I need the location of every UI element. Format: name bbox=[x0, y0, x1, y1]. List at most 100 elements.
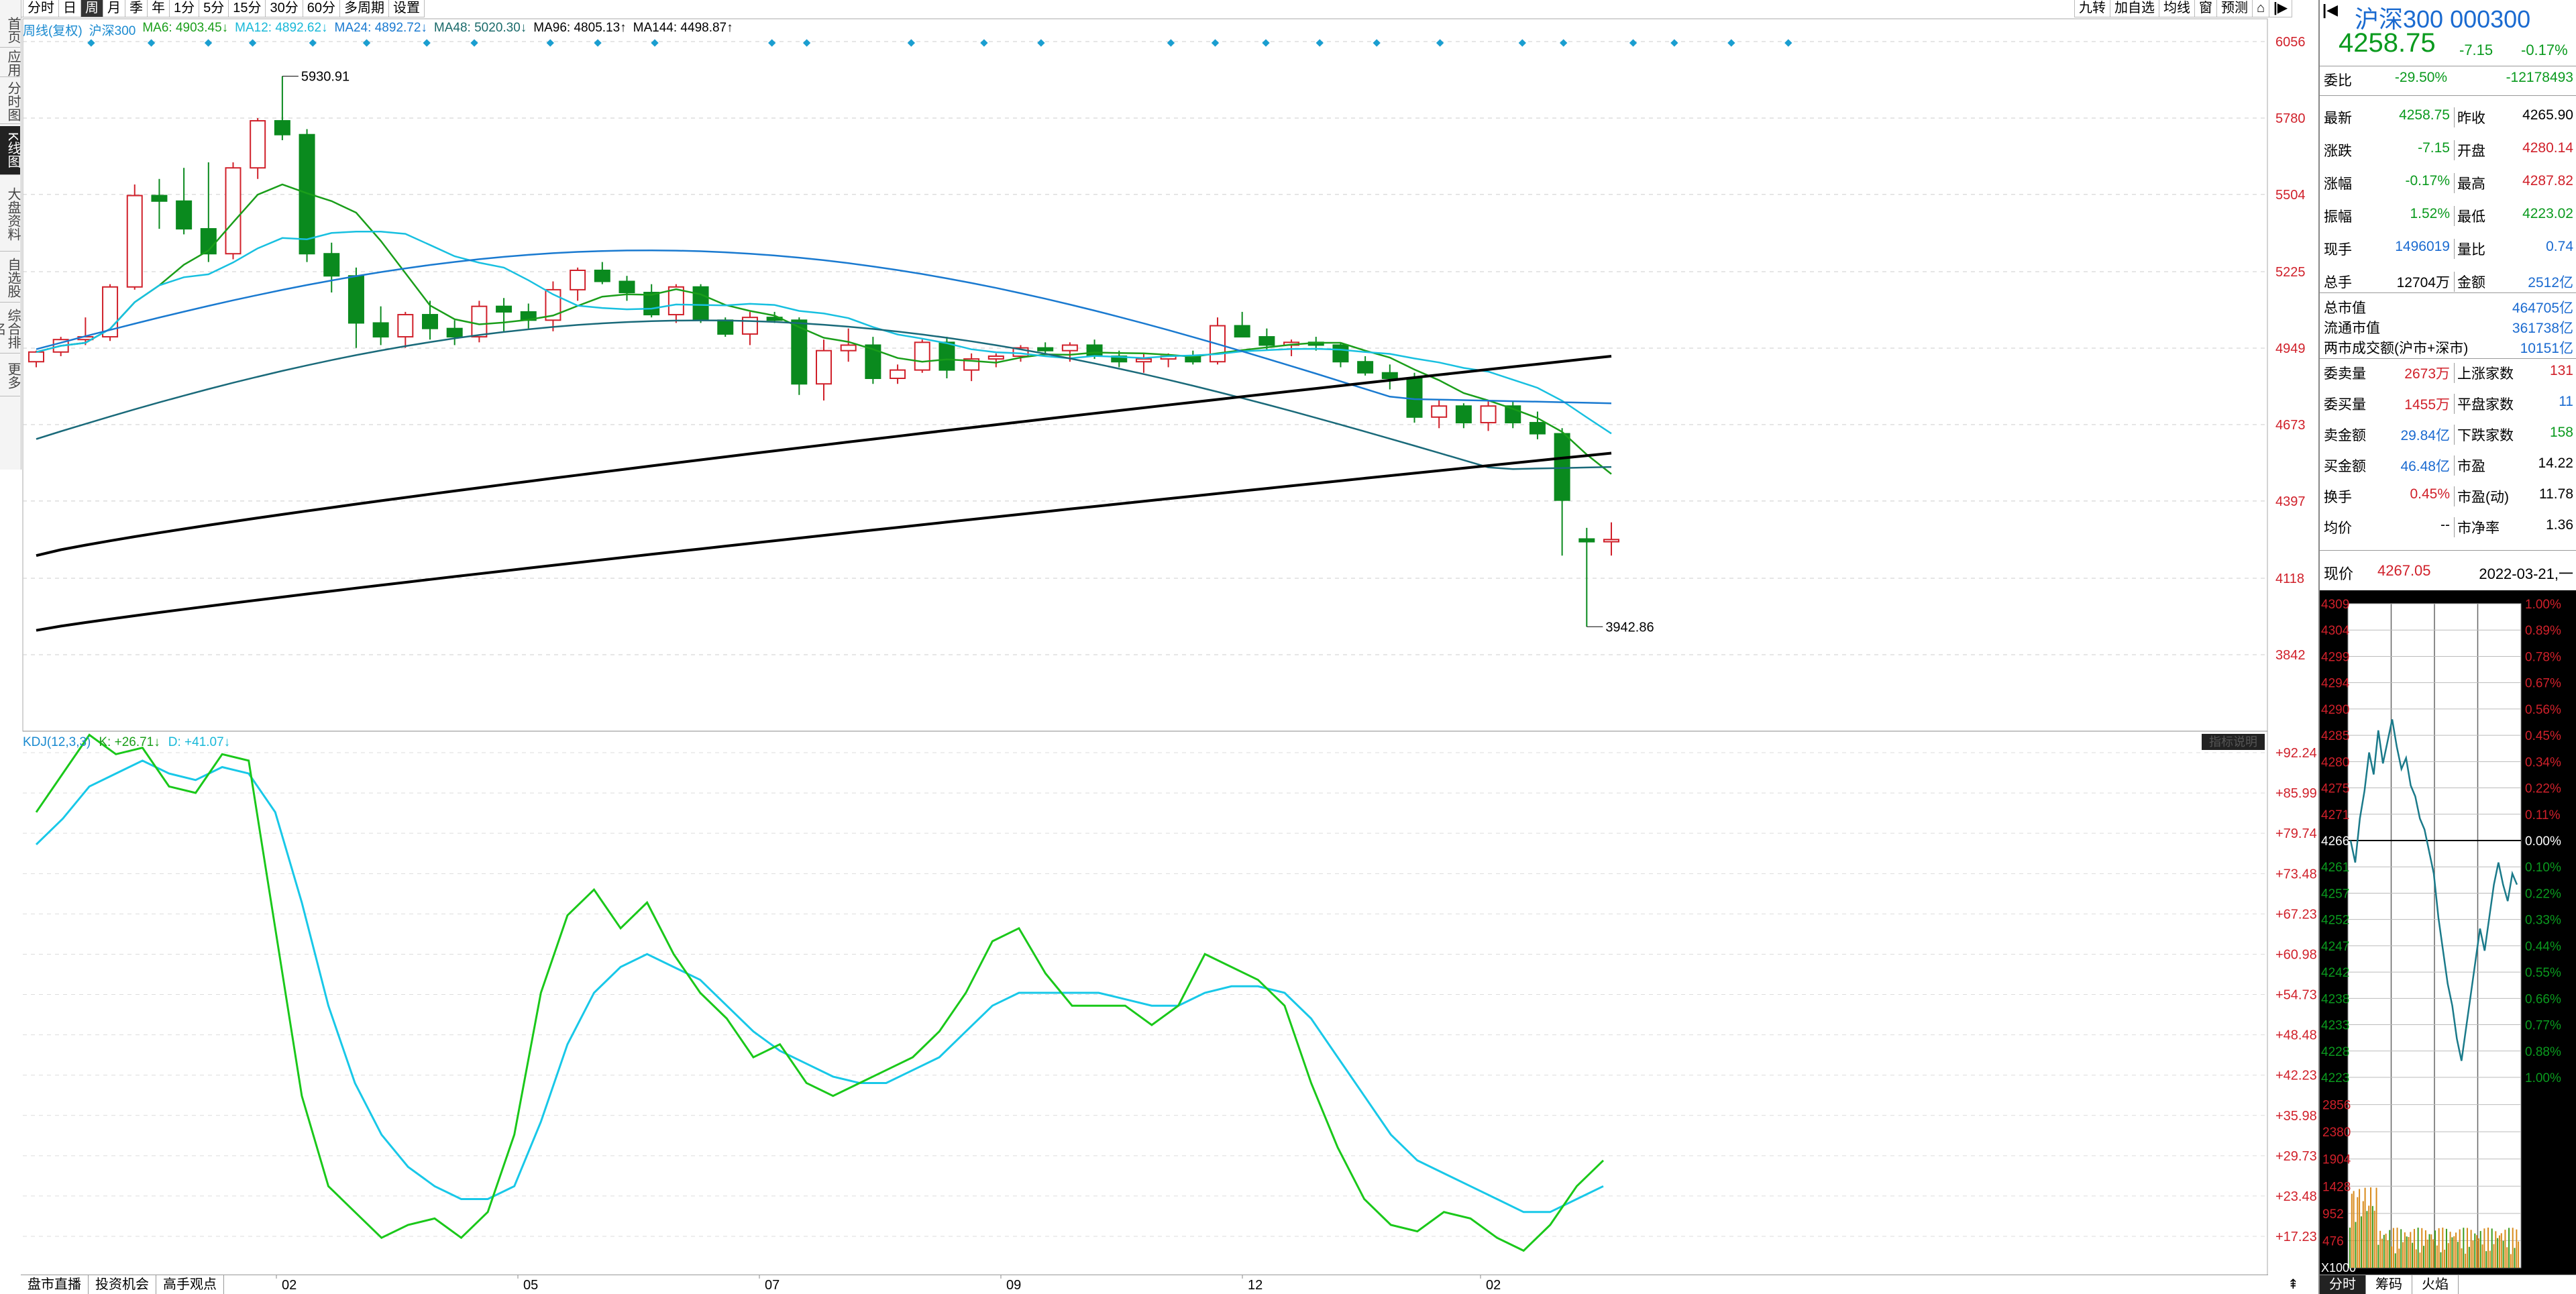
x-axis-label: 02 bbox=[1486, 1278, 1501, 1293]
price-axis-label: 5225 bbox=[2275, 265, 2306, 280]
expand-right-icon[interactable]: |▶ bbox=[2269, 0, 2293, 17]
quote-label: 开盘 bbox=[2457, 144, 2485, 159]
quote-label: 最低 bbox=[2457, 209, 2485, 225]
candle-down bbox=[1406, 377, 1423, 418]
volume-bar bbox=[2421, 1228, 2423, 1268]
quote2-value: -- bbox=[2376, 517, 2455, 537]
sidebar-tab-6[interactable]: 综合排名 bbox=[0, 305, 20, 354]
volume-bar bbox=[2444, 1249, 2446, 1268]
intraday-price-label: 4299 bbox=[2321, 650, 2349, 664]
candle-down bbox=[1332, 344, 1349, 363]
tool-button-0[interactable]: 九转 bbox=[2074, 0, 2110, 17]
quote-collapse-icon[interactable]: |◀ bbox=[2322, 1, 2339, 18]
event-marker-icon bbox=[1629, 39, 1638, 47]
intraday-pct-label: 0.22% bbox=[2525, 782, 2561, 796]
sidebar-tab-4[interactable]: 大盘资料 bbox=[0, 177, 20, 252]
quote2-label: 上涨家数 bbox=[2457, 366, 2514, 382]
bottom-tab-1[interactable]: 投资机会 bbox=[89, 1275, 156, 1294]
quote-date: 2022-03-21,一 bbox=[2479, 565, 2573, 582]
sidebar-tab-3[interactable]: K线图 bbox=[0, 126, 20, 175]
bottom-tab-2[interactable]: 高手观点 bbox=[156, 1275, 224, 1294]
intraday-vol-unit: X1000 bbox=[2321, 1261, 2356, 1275]
ma-legend-item-2: MA24: 4892.72↓ bbox=[334, 21, 427, 35]
quote2-label: 平盘家数 bbox=[2457, 397, 2514, 413]
intraday-tab-2[interactable]: 火焰 bbox=[2412, 1275, 2459, 1294]
intraday-pct-label: 0.88% bbox=[2525, 1045, 2561, 1059]
intraday-tab-0[interactable]: 分时 bbox=[2320, 1275, 2366, 1294]
intraday-pct-label: 0.11% bbox=[2525, 808, 2561, 822]
tool-button-2[interactable]: 均线 bbox=[2159, 0, 2195, 17]
intraday-pct-label: 0.22% bbox=[2525, 887, 2561, 901]
volume-bar bbox=[2434, 1230, 2436, 1268]
period-button-1[interactable]: 日 bbox=[58, 0, 81, 17]
quote2-label: 卖金额 bbox=[2324, 428, 2366, 443]
kline-chart[interactable]: 6056 5780 5504 5225 4949 4673 4397 4118 3842 +92.… bbox=[0, 0, 2321, 1294]
intraday-price-label: 4228 bbox=[2321, 1045, 2349, 1059]
quote-row: 涨幅 -0.17% 最高 4287.82 bbox=[2324, 173, 2573, 193]
period-button-3[interactable]: 月 bbox=[102, 0, 125, 17]
period-button-7[interactable]: 5分 bbox=[199, 0, 229, 17]
period-button-5[interactable]: 年 bbox=[146, 0, 170, 17]
candle-up bbox=[890, 369, 906, 379]
intraday-pct-label: 0.66% bbox=[2525, 992, 2561, 1006]
x-axis-label: 12 bbox=[1248, 1278, 1263, 1293]
event-marker-icon bbox=[1727, 39, 1735, 47]
tool-button-4[interactable]: 预测 bbox=[2216, 0, 2253, 17]
quote-rows-2: 委卖量 2673万 上涨家数 131 委买量 1455万 平盘家数 11 卖金额 29.84亿 下跌… bbox=[2320, 358, 2576, 537]
intraday-price-label: 4280 bbox=[2321, 755, 2349, 769]
period-button-9[interactable]: 30分 bbox=[265, 0, 303, 17]
candle-up bbox=[471, 305, 488, 338]
period-button-0[interactable]: 分时 bbox=[22, 0, 59, 17]
volume-bar bbox=[2355, 1222, 2357, 1268]
candle-down bbox=[1086, 344, 1103, 357]
tool-button-1[interactable]: 加自选 bbox=[2110, 0, 2159, 17]
period-button-11[interactable]: 多周期 bbox=[339, 0, 389, 17]
quote2-label: 下跌家数 bbox=[2457, 428, 2514, 443]
sidebar-tab-0[interactable]: 首页 bbox=[0, 13, 20, 48]
intraday-vol-label: 476 bbox=[2322, 1234, 2344, 1248]
sidebar-tab-1[interactable]: 应用 bbox=[0, 50, 20, 77]
volume-bar bbox=[2445, 1228, 2447, 1268]
quote-label: 最高 bbox=[2457, 176, 2485, 192]
intraday-pct-label: 0.77% bbox=[2525, 1019, 2561, 1033]
chart-tools-toolbar: 九转 加自选 均线窗预测 ⌂ |▶ bbox=[2074, 0, 2293, 17]
period-button-6[interactable]: 1分 bbox=[168, 0, 200, 17]
indicator-help-badge[interactable]: 指标说明 bbox=[2202, 734, 2265, 750]
volume-bar bbox=[2364, 1187, 2366, 1268]
intraday-price-line bbox=[2349, 719, 2518, 1061]
candle-down bbox=[643, 292, 660, 316]
quote2-value: 11.78 bbox=[2539, 486, 2573, 502]
ma-legend-item-3: MA48: 5020.30↓ bbox=[433, 21, 527, 35]
volume-bar bbox=[2485, 1251, 2487, 1268]
tool-button-3[interactable]: 窗 bbox=[2194, 0, 2217, 17]
volume-bar bbox=[2500, 1233, 2502, 1268]
volume-bar bbox=[2474, 1233, 2476, 1268]
kdj-axis-label: +17.23 bbox=[2275, 1230, 2317, 1244]
period-button-8[interactable]: 15分 bbox=[228, 0, 266, 17]
price-axis-label: 4673 bbox=[2275, 418, 2306, 433]
kdj-axis-label: +48.48 bbox=[2275, 1028, 2317, 1043]
candle-up bbox=[570, 269, 586, 290]
intraday-vol-label: 1428 bbox=[2322, 1180, 2351, 1194]
intraday-chart[interactable]: 4309 1.00% 4304 0.89% 4299 0.78% 4294 0.67% 4290… bbox=[2320, 590, 2576, 1275]
quote-value: 4287.82 bbox=[2522, 173, 2573, 188]
quote-row: 最新 4258.75 昨收 4265.90 bbox=[2324, 107, 2573, 127]
bottom-tab-0[interactable]: 盘市直播 bbox=[21, 1275, 89, 1294]
period-button-10[interactable]: 60分 bbox=[302, 0, 340, 17]
market-row: 两市成交额(沪市+深市) 10151亿 bbox=[2324, 337, 2573, 358]
volume-bar bbox=[2459, 1229, 2461, 1268]
event-marker-icon bbox=[248, 39, 257, 47]
period-button-4[interactable]: 季 bbox=[124, 0, 148, 17]
event-marker-icon bbox=[546, 39, 554, 47]
intraday-tab-1[interactable]: 筹码 bbox=[2366, 1275, 2412, 1294]
sidebar-tab-2[interactable]: 分时图 bbox=[0, 79, 20, 124]
sidebar-tab-5[interactable]: 自选股 bbox=[0, 254, 20, 303]
ma12-line bbox=[36, 230, 1612, 435]
sidebar-tab-7[interactable]: 更多 bbox=[0, 356, 20, 396]
intraday-pct-label: 0.55% bbox=[2525, 966, 2561, 980]
quote2-value: 14.22 bbox=[2538, 455, 2573, 471]
scroll-up-icon[interactable]: ⇞ bbox=[2288, 1277, 2299, 1292]
event-marker-icon bbox=[309, 39, 317, 47]
quote-value: -7.15 bbox=[2376, 140, 2455, 160]
period-button-12[interactable]: 设置 bbox=[388, 0, 425, 17]
